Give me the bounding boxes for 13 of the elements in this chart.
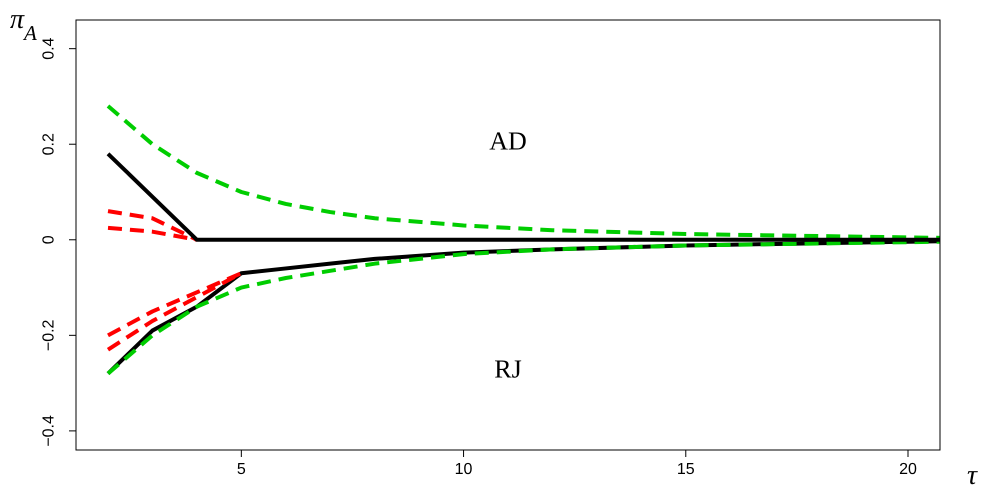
x-tick-label: 20 [899,461,917,478]
annotation: RJ [494,354,522,384]
x-axis-title: τ [966,460,978,491]
x-tick-label: 10 [454,461,473,478]
x-tick-label: 15 [676,461,695,478]
y-tick-label: −0.4 [40,415,58,447]
y-axis-title: π$_{A}$ [10,4,38,45]
annotation: AD [489,126,527,156]
y-tick-label: −0.2 [40,319,58,352]
x-tick-label: 5 [236,461,246,478]
y-tick-label: 0 [40,235,58,244]
y-tick-label: 0.2 [40,133,58,156]
y-tick-label: 0.4 [40,37,58,60]
